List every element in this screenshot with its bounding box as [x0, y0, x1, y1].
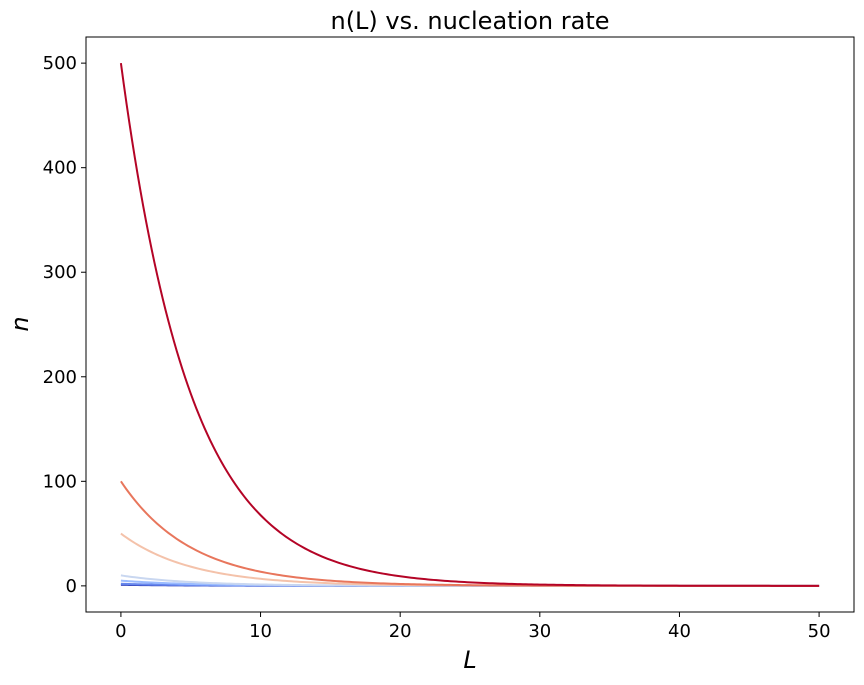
y-tick-label: 300 [43, 262, 77, 283]
y-tick-label: 0 [66, 576, 77, 597]
y-tick-label: 200 [43, 367, 77, 388]
x-tick-label: 20 [389, 621, 412, 642]
series-line-5 [120, 480, 820, 587]
x-tick-label: 10 [249, 621, 272, 642]
x-tick-label: 30 [528, 621, 551, 642]
y-tick-label: 400 [43, 158, 77, 179]
x-tick-label: 0 [115, 621, 126, 642]
plot-frame [85, 36, 855, 613]
y-axis-label: n [6, 316, 34, 331]
series-line-4 [120, 532, 820, 587]
x-axis: 0 10 20 30 40 50 [115, 612, 831, 642]
series-layer [119, 63, 820, 587]
y-tick-label: 500 [43, 53, 77, 74]
series-line-6 [119, 63, 820, 587]
y-axis: 0 100 200 300 400 500 [43, 53, 86, 597]
x-tick-label: 50 [808, 621, 831, 642]
x-axis-label: L [463, 646, 476, 674]
x-tick-label: 40 [668, 621, 691, 642]
y-tick-label: 100 [43, 471, 77, 492]
chart-title: n(L) vs. nucleation rate [330, 7, 609, 35]
